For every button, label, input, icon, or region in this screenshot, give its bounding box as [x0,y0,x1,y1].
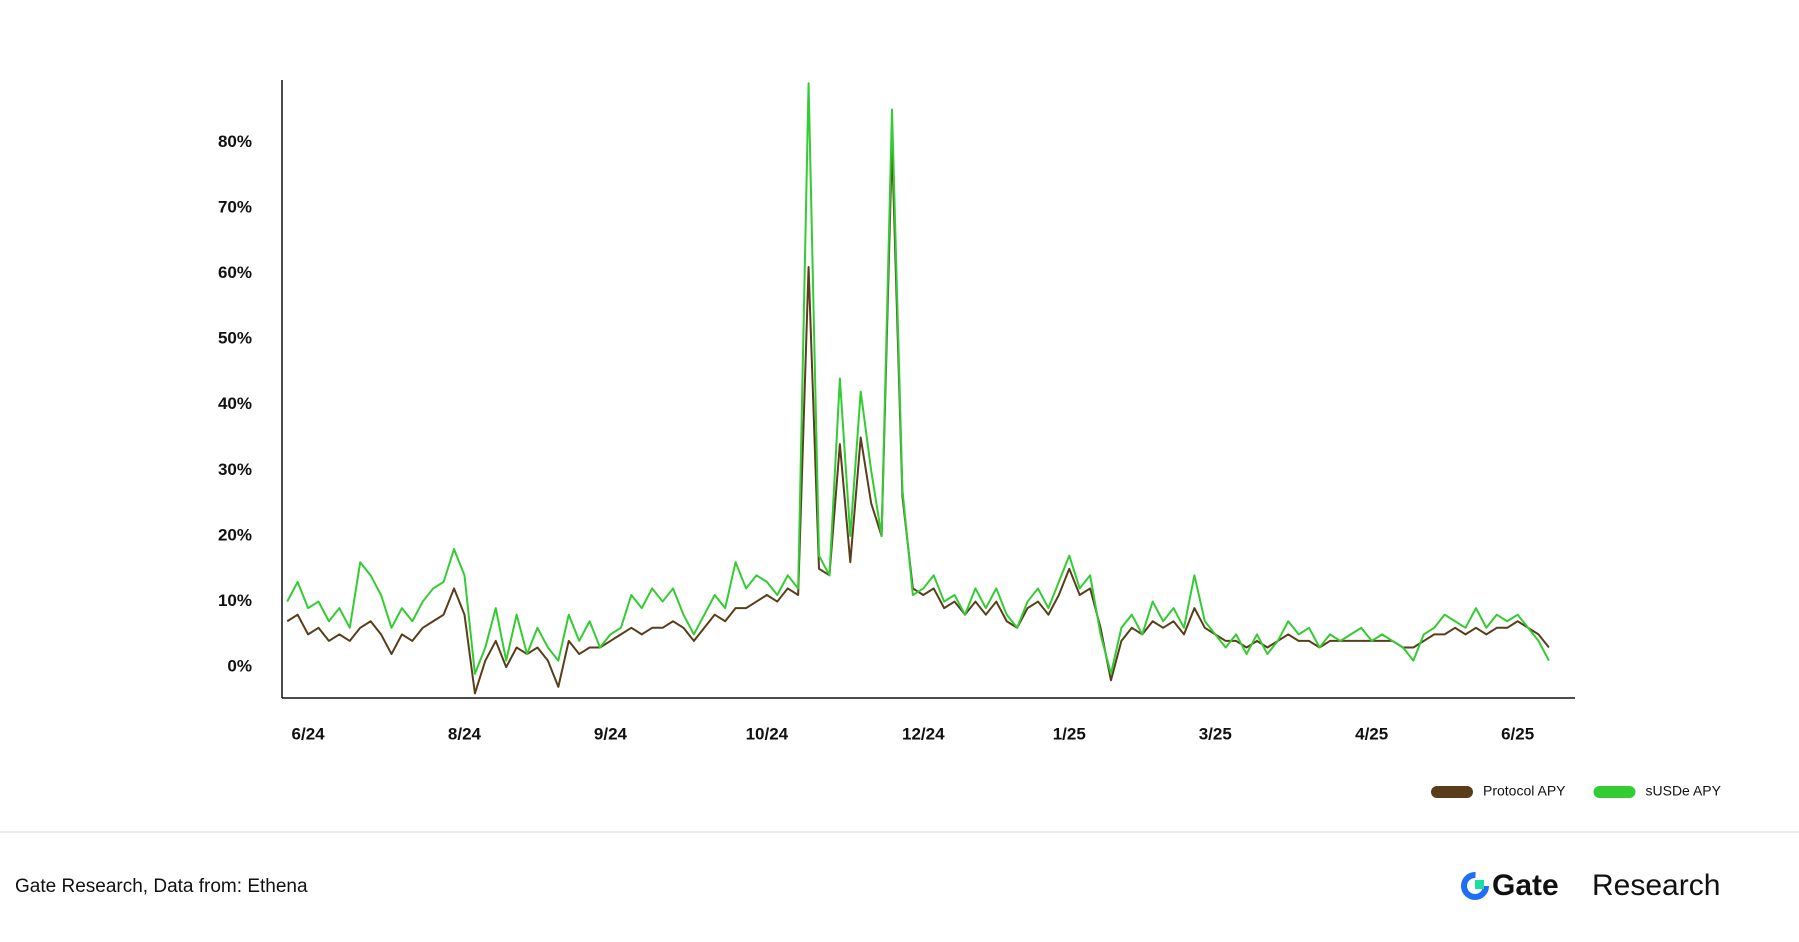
legend-label: sUSDe APY [1646,783,1722,799]
y-tick-label: 40% [218,394,252,413]
series-line [286,141,1550,695]
legend-swatch [1431,786,1473,798]
footer-source: Gate Research, Data from: Ethena [15,876,308,897]
x-tick-label: 6/24 [292,724,326,743]
y-tick-label: 0% [227,657,252,676]
y-tick-label: 30% [218,460,252,479]
y-tick-label: 20% [218,525,252,544]
y-tick-label: 50% [218,329,252,348]
y-tick-label: 70% [218,197,252,216]
x-tick-label: 9/24 [594,724,628,743]
y-tick-label: 10% [218,591,252,610]
logo-word: Gate [1492,869,1559,902]
x-tick-label: 12/24 [902,724,945,743]
logo-icon-square [1475,880,1484,889]
x-tick-label: 6/25 [1501,724,1534,743]
legend-label: Protocol APY [1483,783,1566,799]
logo-suffix: Research [1592,869,1720,902]
series-line [286,82,1550,675]
x-tick-label: 4/25 [1355,724,1388,743]
x-tick-label: 8/24 [448,724,482,743]
x-tick-label: 10/24 [746,724,789,743]
x-tick-label: 1/25 [1053,724,1086,743]
x-tick-label: 3/25 [1199,724,1232,743]
logo-icon [1461,872,1489,900]
y-tick-label: 80% [218,132,252,151]
legend-swatch [1593,786,1636,798]
y-tick-label: 60% [218,263,252,282]
logo: Gate Research [1461,869,1720,902]
